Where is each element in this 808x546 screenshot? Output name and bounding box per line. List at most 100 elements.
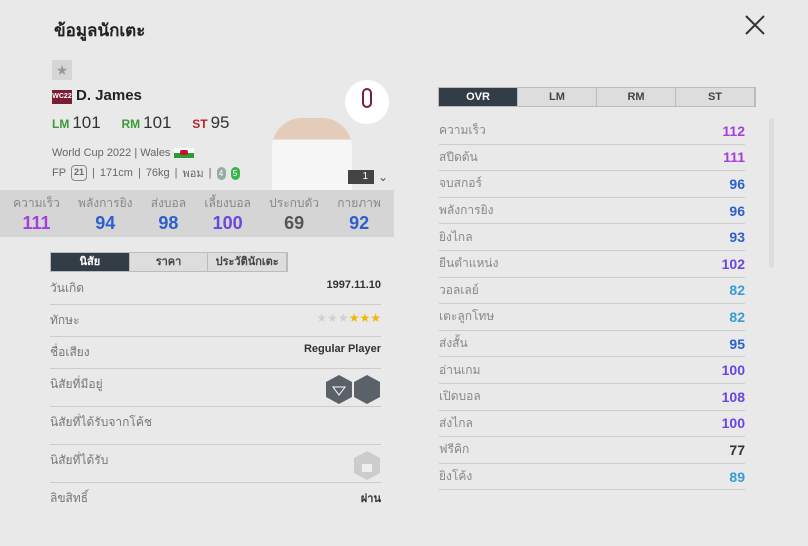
stat-label: ยิงโค้ง bbox=[439, 469, 473, 484]
stat-label: จบสกอร์ bbox=[439, 176, 482, 191]
stat-value: 100 bbox=[721, 362, 745, 379]
tab-ovr[interactable]: OVR bbox=[439, 88, 518, 106]
fame-row: ชื่อเสียง Regular Player bbox=[50, 337, 381, 369]
earned-traits-row: นิสัยที่ได้รับ bbox=[50, 445, 381, 483]
position-ratings: LM 101 RM 101 ST 95 bbox=[52, 113, 245, 133]
stat-value: 111 bbox=[22, 213, 51, 233]
summary-stat: ประกบตัว 69 bbox=[269, 190, 319, 237]
stat-label: ยืนตำแหน่ง bbox=[439, 256, 499, 271]
tab-lm[interactable]: LM bbox=[518, 88, 597, 106]
position-tabs: OVR LM RM ST bbox=[438, 87, 756, 107]
stat-label: ส่งไกล bbox=[439, 415, 473, 430]
stat-label: ส่งสั้น bbox=[439, 336, 468, 351]
info-rows: วันเกิด 1997.11.10 ทักษะ ★★★★★★ ชื่อเสียง R… bbox=[50, 273, 381, 514]
stat-value: 102 bbox=[721, 255, 745, 272]
stat-row: จบสกอร์ 96 bbox=[439, 171, 745, 198]
birth-row: วันเกิด 1997.11.10 bbox=[50, 273, 381, 305]
stat-value: 96 bbox=[729, 175, 745, 192]
stat-row: ยิงไกล 93 bbox=[439, 224, 745, 251]
stat-row: เปิดบอล 108 bbox=[439, 384, 745, 411]
season-nation: World Cup 2022 | Wales bbox=[52, 147, 195, 159]
stat-value: 100 bbox=[721, 415, 745, 432]
stat-row: พลังการยิง 96 bbox=[439, 198, 745, 225]
summary-stat: กายภาพ 92 bbox=[337, 190, 381, 237]
summary-stat: เลี้ยงบอล 100 bbox=[204, 190, 251, 237]
stat-label: ความเร็ว bbox=[13, 196, 60, 210]
lock-icon bbox=[354, 451, 380, 480]
favorite-star-button[interactable]: ★ bbox=[52, 60, 72, 80]
info-tabs: นิสัย ราคา ประวัตินักเตะ bbox=[50, 252, 288, 272]
summary-stats: ความเร็ว 111 พลังการยิง 94 ส่งบอล 98 เลี้ยงบอล… bbox=[0, 190, 394, 237]
right-foot-icon: 5 bbox=[230, 166, 240, 180]
stat-row: วอลเลย์ 82 bbox=[439, 278, 745, 305]
player-image bbox=[272, 118, 352, 190]
left-foot-icon: 4 bbox=[216, 166, 226, 180]
stat-value: 111 bbox=[723, 149, 745, 166]
tab-1[interactable]: ราคา bbox=[129, 253, 209, 271]
star-icon: ★ bbox=[348, 311, 360, 325]
stat-label: กายภาพ bbox=[337, 196, 381, 210]
stat-row: อ่านเกม 100 bbox=[439, 357, 745, 384]
stat-label: เปิดบอล bbox=[439, 389, 481, 404]
stat-label: ฟรีคิก bbox=[439, 442, 470, 457]
stat-value: 108 bbox=[721, 388, 745, 405]
stat-row: ส่งสั้น 95 bbox=[439, 331, 745, 358]
skill-stars: ★★★★★★ bbox=[316, 311, 381, 330]
stat-row: ส่งไกล 100 bbox=[439, 411, 745, 438]
stat-row: ยิงโค้ง 89 bbox=[439, 464, 745, 491]
stat-value: 93 bbox=[729, 229, 745, 246]
skill-row: ทักษะ ★★★★★★ bbox=[50, 305, 381, 337]
summary-stat: ความเร็ว 111 bbox=[13, 190, 60, 237]
level-indicator: 1 bbox=[348, 170, 374, 184]
summary-stat: พลังการยิง 94 bbox=[78, 190, 132, 237]
trait-icons bbox=[326, 375, 380, 404]
world-cup-logo bbox=[345, 80, 389, 124]
tab-2[interactable]: ประวัตินักเตะ bbox=[208, 253, 288, 271]
coach-traits-row: นิสัยที่ได้รับจากโค้ช bbox=[50, 407, 381, 445]
tab-st[interactable]: ST bbox=[676, 88, 755, 106]
stat-value: 92 bbox=[349, 213, 370, 233]
stat-value: 98 bbox=[158, 213, 179, 233]
star-icon: ★ bbox=[337, 311, 349, 325]
stat-label: เตะลูกโทษ bbox=[439, 309, 495, 324]
stat-value: 89 bbox=[729, 468, 745, 485]
scrollbar[interactable] bbox=[769, 118, 774, 268]
stat-label: ประกบตัว bbox=[269, 196, 320, 210]
traits-row: นิสัยที่มีอยู่ bbox=[50, 369, 381, 407]
stat-row: สปีดต้น 111 bbox=[439, 145, 745, 172]
stat-value: 82 bbox=[729, 308, 745, 325]
chevron-down-icon[interactable]: ⌄ bbox=[378, 170, 389, 184]
star-icon: ★ bbox=[359, 311, 371, 325]
rights-row: ลิขสิทธิ์ ผ่าน bbox=[50, 491, 381, 505]
stat-label: ยิงไกล bbox=[439, 229, 473, 244]
stat-value: 112 bbox=[722, 122, 745, 139]
stat-row: เตะลูกโทษ 82 bbox=[439, 304, 745, 331]
stat-value: 82 bbox=[729, 282, 745, 299]
fp-hex: 21 bbox=[71, 165, 88, 181]
position-rating: ST 95 bbox=[192, 113, 230, 132]
star-icon: ★ bbox=[316, 311, 328, 325]
star-icon: ★ bbox=[370, 311, 381, 325]
stat-value: 94 bbox=[95, 213, 116, 233]
stat-label: พลังการยิง bbox=[78, 196, 133, 210]
stat-value: 95 bbox=[729, 335, 745, 352]
stat-row: ยืนตำแหน่ง 102 bbox=[439, 251, 745, 278]
stat-value: 96 bbox=[729, 202, 745, 219]
stat-label: อ่านเกม bbox=[439, 362, 481, 377]
tab-rm[interactable]: RM bbox=[597, 88, 676, 106]
stat-value: 100 bbox=[212, 213, 243, 233]
stat-row: ฟรีคิก 77 bbox=[439, 437, 745, 464]
close-icon[interactable] bbox=[742, 12, 768, 38]
season-badge: WC22 bbox=[52, 90, 72, 104]
stat-value: 69 bbox=[284, 213, 305, 233]
stat-label: ความเร็ว bbox=[439, 123, 486, 138]
stat-row: ความเร็ว 112 bbox=[439, 118, 745, 145]
stat-label: ส่งบอล bbox=[150, 196, 187, 210]
stat-label: สปีดต้น bbox=[439, 149, 478, 164]
player-name: D. James bbox=[76, 87, 142, 104]
tab-0[interactable]: นิสัย bbox=[51, 253, 130, 271]
wales-flag-icon bbox=[174, 148, 195, 159]
position-rating: RM 101 bbox=[121, 113, 172, 132]
stat-label: พลังการยิง bbox=[439, 203, 494, 218]
